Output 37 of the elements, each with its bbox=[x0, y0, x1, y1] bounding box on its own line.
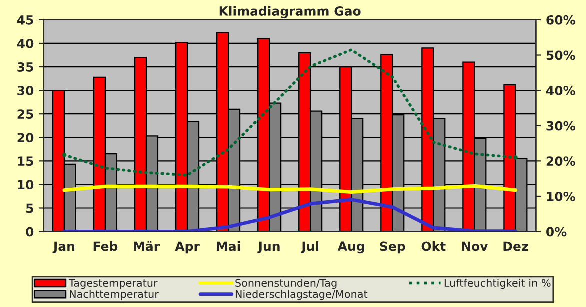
x-tick-label: Jan bbox=[52, 242, 74, 254]
y-tick-label: 5 bbox=[26, 204, 34, 214]
legend-label: Luftfeuchtigkeit in % bbox=[444, 278, 551, 290]
x-tick-label: Dez bbox=[504, 242, 528, 252]
legend-label: Nachttemperatur bbox=[70, 290, 159, 300]
x-tick-label: Apr bbox=[175, 242, 200, 254]
y-tick-label: 40 bbox=[17, 38, 34, 48]
line-series bbox=[62, 198, 518, 232]
y-tick-label: 30 bbox=[18, 86, 34, 96]
x-tick-label: Mär bbox=[134, 241, 160, 252]
chart-title: Klimadiagramm Gao bbox=[220, 6, 361, 18]
x-tick-label: Jul bbox=[300, 242, 318, 254]
y-tick-label: 10 bbox=[18, 180, 34, 190]
y-tick-label: 35 bbox=[18, 62, 34, 72]
x-tick-label: Aug bbox=[338, 242, 364, 254]
legend-label: Tagestemperatur bbox=[69, 279, 158, 290]
x-tick-label: Sep bbox=[380, 242, 406, 254]
x-tick-label: Okt bbox=[422, 242, 446, 252]
y2-tick-label: 0% bbox=[546, 227, 567, 237]
x-tick-label: Feb bbox=[94, 242, 118, 252]
y-tick-label: 20 bbox=[18, 133, 34, 143]
legend-label: Niederschlagstage/Monat bbox=[236, 290, 368, 300]
y2-tick-label: 10% bbox=[547, 192, 576, 202]
y2-tick-label: 30% bbox=[546, 121, 576, 131]
y-tick-label: 0 bbox=[26, 227, 34, 237]
x-tick-label: Jun bbox=[258, 242, 280, 254]
legend-label: Sonnenstunden/Tag bbox=[236, 278, 337, 290]
y-tick-label: 45 bbox=[17, 16, 34, 25]
x-tick-label: Nov bbox=[462, 242, 488, 252]
y2-tick-label: 20% bbox=[546, 156, 576, 166]
x-tick-label: Mai bbox=[217, 242, 240, 252]
y2-tick-label: 50% bbox=[546, 50, 576, 60]
line-series bbox=[62, 184, 518, 194]
y-tick-label: 15 bbox=[18, 156, 34, 166]
y2-tick-label: 40% bbox=[546, 86, 576, 96]
y2-tick-label: 60% bbox=[546, 15, 576, 25]
y-tick-label: 25 bbox=[18, 110, 34, 120]
